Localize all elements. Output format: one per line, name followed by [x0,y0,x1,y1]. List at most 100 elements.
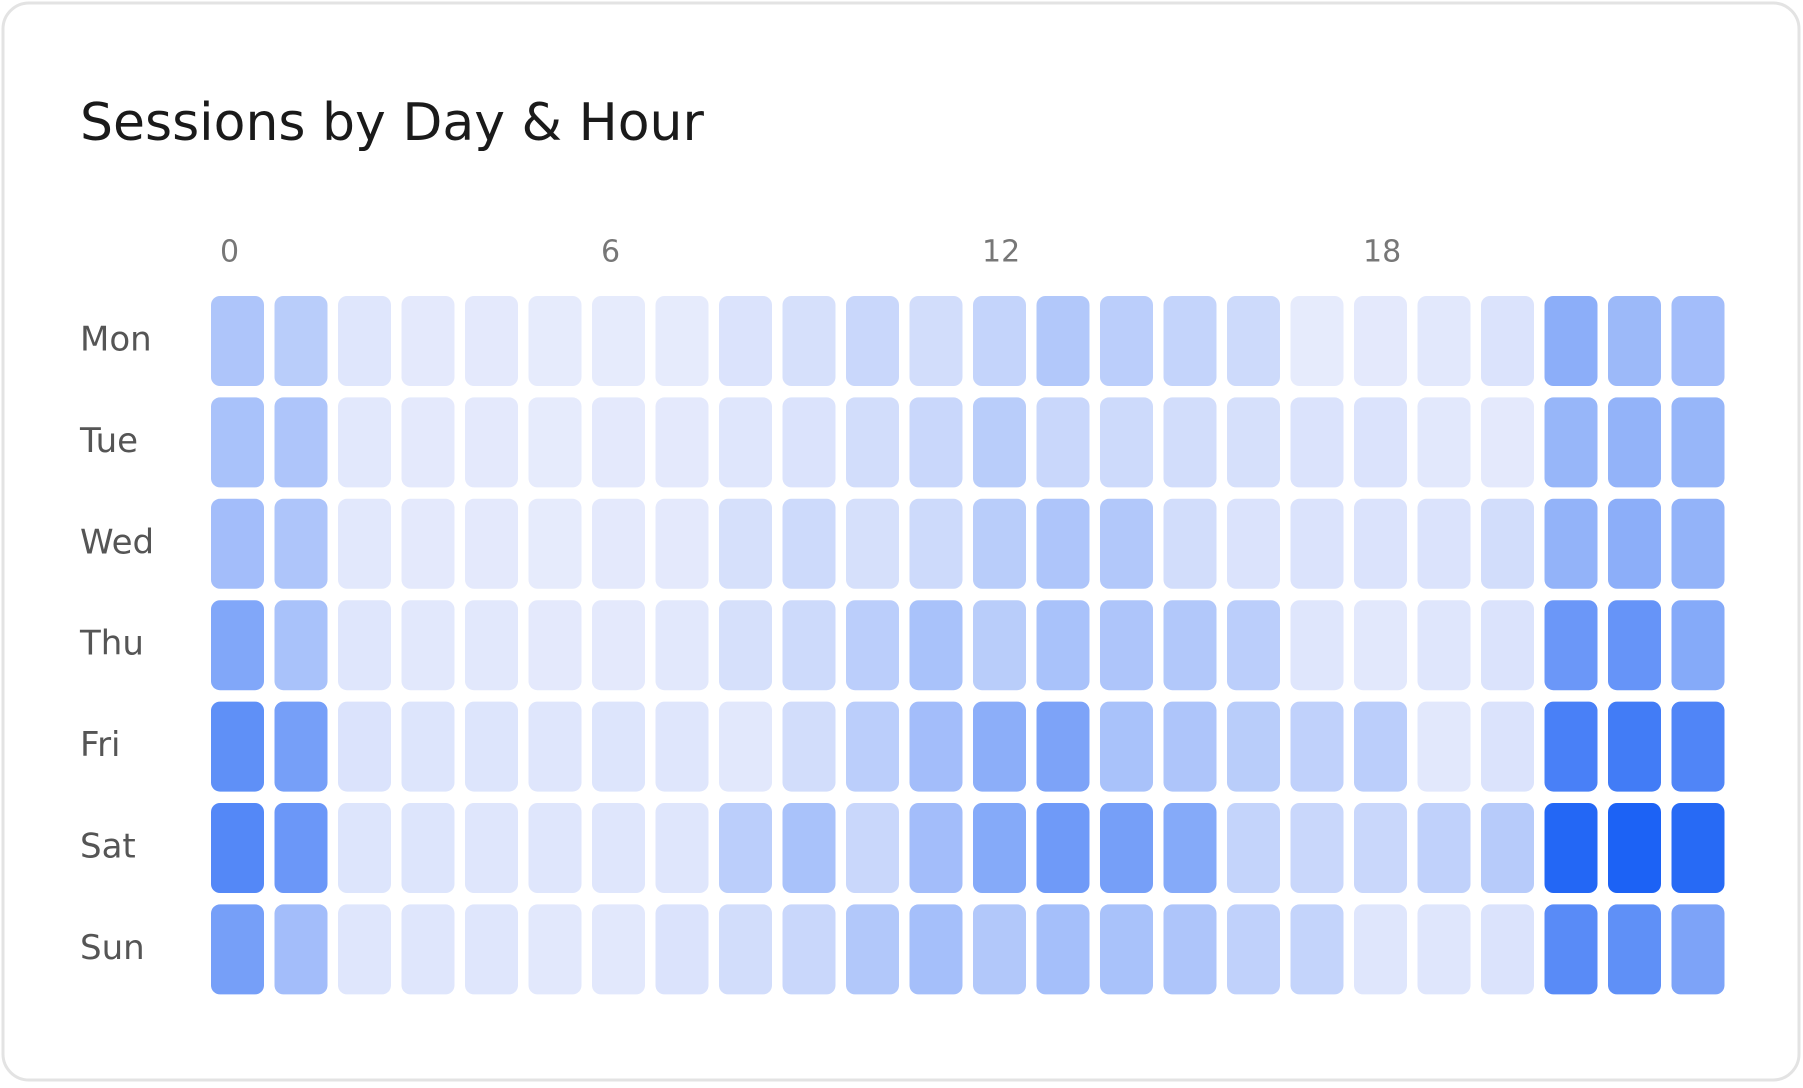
heat-cell [1417,803,1471,893]
y-tick-label: Fri [80,725,121,765]
heat-cell [909,904,963,995]
heat-cell [401,296,455,386]
heat-cell [274,296,328,386]
y-tick-label: Wed [80,522,154,562]
heat-cell [338,701,391,792]
heat-cell [1608,904,1661,995]
heat-cell [1036,904,1090,995]
heat-cell [401,803,455,893]
heat-cell [719,803,772,893]
heat-cell [1608,498,1661,589]
heat-cell [592,600,645,691]
heat-cell [465,397,518,488]
heat-cell [274,600,328,691]
heat-cell [1100,296,1153,386]
heat-cell [655,498,709,589]
heat-cell [274,397,328,488]
heat-cell [909,498,963,589]
heat-cell [1671,803,1725,893]
heat-cell [909,600,963,691]
heat-cell [211,397,264,488]
x-tick-label: 18 [1363,235,1401,270]
heat-cell [338,803,391,893]
heat-cell [1036,296,1090,386]
heat-cell [1608,296,1661,386]
heat-cell [592,397,645,488]
heat-cell [338,600,391,691]
heat-cell [528,397,582,488]
heat-cell [1290,498,1344,589]
heat-cell [782,701,836,792]
x-tick-label: 12 [982,235,1020,270]
heat-cell [592,701,645,792]
heat-cell [909,397,963,488]
heat-cell [1100,498,1153,589]
heat-cell [846,904,899,995]
heat-cell [274,904,328,995]
heat-cell [1290,397,1344,488]
heat-cell [1100,803,1153,893]
heat-cell [1671,904,1725,995]
heat-cell [1163,904,1217,995]
heat-cell [1481,397,1534,488]
heat-cell [1417,904,1471,995]
heat-cell [211,498,264,589]
heat-cell [1671,296,1725,386]
heat-cell [782,296,836,386]
heat-cell [274,803,328,893]
heat-cell [1671,498,1725,589]
heat-cell [1544,803,1598,893]
heat-cell [1544,904,1598,995]
heat-cell [1354,803,1407,893]
heat-cell [1290,701,1344,792]
heat-cell [1417,498,1471,589]
heat-cell [973,498,1026,589]
heat-cell [1163,397,1217,488]
heat-cell [1227,701,1280,792]
heat-cell [338,296,391,386]
heat-cell [1354,701,1407,792]
heat-cell [719,904,772,995]
heat-cell [973,904,1026,995]
heat-cell [401,904,455,995]
heat-cell [211,296,264,386]
heat-cell [1163,498,1217,589]
heat-cell [909,803,963,893]
heat-cell [1036,600,1090,691]
heat-cell [846,296,899,386]
heat-cell [401,498,455,589]
heat-cell [1290,904,1344,995]
heat-cell [1481,803,1534,893]
heat-cell [1036,498,1090,589]
heat-cell [1354,904,1407,995]
heat-cell [338,498,391,589]
heat-cell [1481,600,1534,691]
heat-cell [1417,701,1471,792]
heat-cell [655,701,709,792]
heat-cell [211,803,264,893]
heat-cell [1100,701,1153,792]
heat-cell [1163,296,1217,386]
y-tick-label: Mon [80,320,152,360]
heat-cell [528,296,582,386]
heat-cell [211,600,264,691]
heat-cell [1227,397,1280,488]
heat-cell [1544,296,1598,386]
heat-cell [1544,600,1598,691]
heat-cell [1227,498,1280,589]
heat-cell [1544,701,1598,792]
chart-title: Sessions by Day & Hour [80,93,704,153]
heat-cell [1481,701,1534,792]
heat-cell [1100,397,1153,488]
heat-cell [211,701,264,792]
y-tick-label: Thu [79,624,144,664]
heat-cell [1227,904,1280,995]
heat-cell [1671,600,1725,691]
heat-cell [719,397,772,488]
heat-cell [528,600,582,691]
heat-cell [973,600,1026,691]
heat-cell [1163,803,1217,893]
heat-cell [1481,904,1534,995]
